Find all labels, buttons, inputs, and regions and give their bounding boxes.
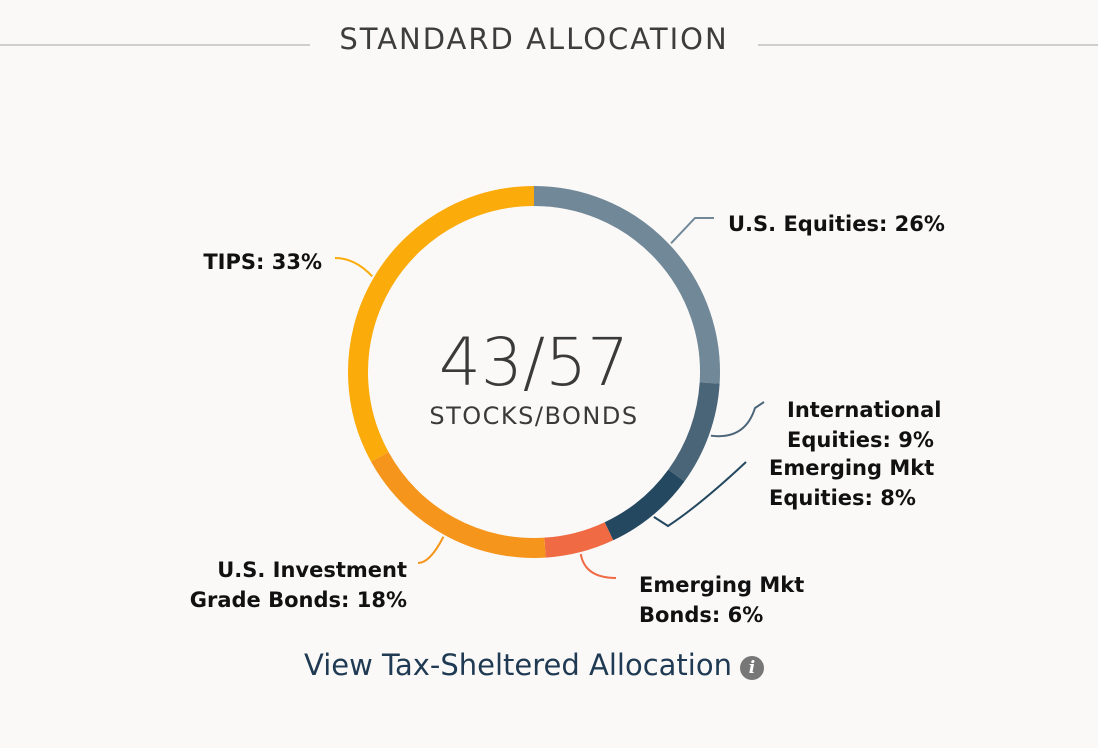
- slice-label-0: U.S. Equities: 26%: [728, 212, 945, 236]
- title-rule-left: [0, 44, 310, 46]
- slice-label-4-line-0: U.S. Investment: [217, 558, 407, 582]
- donut-slice-3: [544, 522, 614, 558]
- slice-label-5: TIPS: 33%: [203, 250, 322, 274]
- slice-label-3-line-1: Bonds: 6%: [639, 603, 763, 627]
- section-title: STANDARD ALLOCATION: [339, 22, 729, 56]
- label-leaders: [334, 217, 765, 579]
- slice-label-5-line-0: TIPS: 33%: [203, 250, 322, 274]
- leader-line-2: [653, 461, 747, 528]
- slice-label-0-line-0: U.S. Equities: 26%: [728, 212, 945, 236]
- slice-label-3-line-0: Emerging Mkt: [639, 573, 804, 597]
- slice-label-1: International Equities: 9%: [787, 398, 942, 452]
- leader-line-3: [579, 553, 617, 579]
- slice-label-2-line-1: Equities: 8%: [769, 486, 916, 510]
- slice-label-4: U.S. Investment Grade Bonds: 18%: [190, 558, 407, 612]
- donut-slice-0: [533, 186, 720, 384]
- leader-line-5: [334, 257, 373, 277]
- leader-line-4: [417, 536, 445, 564]
- slice-label-1-line-1: Equities: 9%: [787, 428, 934, 452]
- donut-slice-1: [668, 382, 720, 482]
- center-ratio: 43/57: [439, 324, 629, 401]
- donut-slice-2: [604, 469, 685, 541]
- slice-label-2-line-0: Emerging Mkt: [769, 456, 934, 480]
- slice-label-3: Emerging Mkt Bonds: 6%: [639, 573, 804, 627]
- slice-labels: U.S. Equities: 26% International Equities:…: [190, 212, 945, 627]
- center-caption: STOCKS/BONDS: [429, 402, 638, 430]
- donut-slices: [348, 186, 720, 558]
- leader-line-1: [710, 401, 765, 438]
- info-icon[interactable]: i: [739, 656, 764, 680]
- donut-slice-5: [348, 186, 535, 462]
- slice-label-1-line-0: International: [787, 398, 942, 422]
- slice-label-2: Emerging Mkt Equities: 8%: [769, 456, 934, 510]
- leader-line-0: [670, 217, 714, 244]
- view-tax-sheltered-link[interactable]: View Tax-Sheltered Allocation i: [0, 648, 1068, 682]
- view-tax-sheltered-label[interactable]: View Tax-Sheltered Allocation: [304, 648, 732, 682]
- donut-slice-4: [371, 451, 546, 558]
- allocation-donut-chart: U.S. Equities: 26% International Equities:…: [190, 186, 945, 627]
- slice-label-4-line-1: Grade Bonds: 18%: [190, 588, 407, 612]
- title-rule-right: [758, 44, 1098, 46]
